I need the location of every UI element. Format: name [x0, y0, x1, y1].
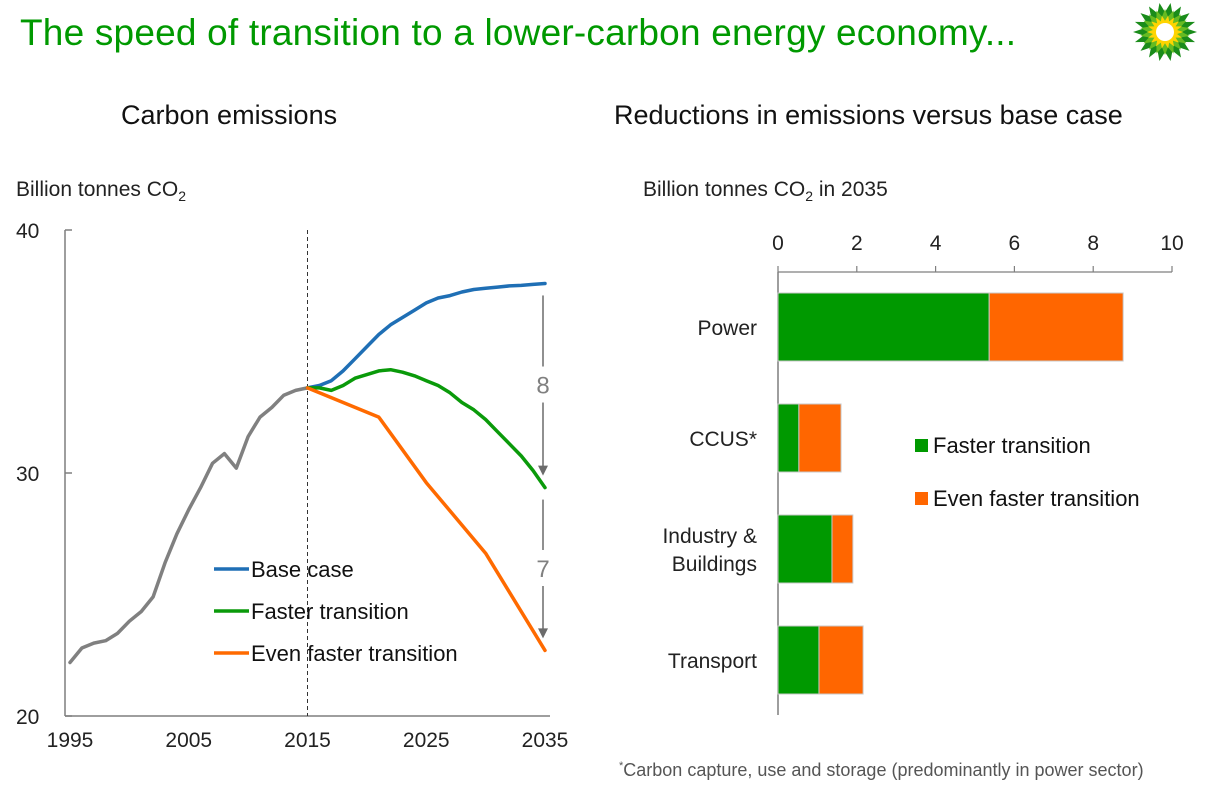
even-faster-transition-line — [305, 386, 547, 653]
bar-faster — [777, 292, 990, 362]
gap-label: 7 — [536, 556, 549, 583]
base-case-line — [305, 281, 547, 390]
bar-chart-title: Reductions in emissions versus base case — [614, 100, 1123, 130]
x-tick-label: 0 — [772, 232, 784, 255]
gap-label: 8 — [536, 373, 549, 400]
legend-label: Even faster transition — [933, 486, 1140, 511]
category-label: Buildings — [672, 553, 757, 576]
line-chart-title: Carbon emissions — [121, 100, 338, 130]
gap-arrow-head — [538, 628, 548, 639]
bar-faster — [777, 514, 833, 584]
legend-label: Faster transition — [251, 599, 409, 624]
unit-subscript: 2 — [178, 188, 187, 205]
footnote: *Carbon capture, use and storage (predom… — [619, 760, 1144, 781]
bar-even-faster — [798, 403, 842, 473]
x-tick-label: 2025 — [403, 729, 450, 752]
legend-swatch — [915, 439, 928, 452]
line-chart-unit: Billion tonnes CO2 — [16, 178, 186, 204]
x-tick-label: 6 — [1009, 232, 1021, 255]
y-tick-label: 20 — [16, 706, 39, 729]
x-tick-label: 2015 — [284, 729, 331, 752]
legend-swatch — [915, 492, 928, 505]
legend-label: Faster transition — [933, 433, 1091, 458]
faster-transition-line — [305, 367, 547, 490]
category-label: Transport — [668, 650, 757, 673]
x-tick-label: 4 — [930, 232, 942, 255]
unit-subscript: 2 — [805, 188, 814, 205]
bar-even-faster — [988, 292, 1124, 362]
category-label: Power — [697, 317, 757, 340]
history-line — [68, 386, 310, 665]
carbon-emissions-line-chart: 20 30 40 1995 2005 2015 2025 2035 8 7 Base case Fas… — [16, 220, 569, 752]
y-tick-label: 30 — [16, 463, 39, 486]
unit-text: Billion tonnes CO — [16, 178, 179, 201]
bar-faster — [777, 625, 820, 695]
unit-suffix: in 2035 — [813, 178, 888, 201]
unit-text: Billion tonnes CO — [643, 178, 806, 201]
footnote-marker: * — [619, 760, 624, 772]
bp-logo-icon — [1133, 3, 1197, 61]
x-tick-label: 1995 — [47, 729, 94, 752]
bar-even-faster — [818, 625, 864, 695]
footnote-text: Carbon capture, use and storage (predomi… — [623, 760, 1144, 780]
emission-reductions-bar-chart: 0 2 4 6 8 10 Power CCUS* Industry & Buildings Tran… — [662, 232, 1184, 715]
bar-even-faster — [831, 514, 854, 584]
x-tick-label: 2035 — [522, 729, 569, 752]
x-tick-label: 8 — [1087, 232, 1099, 255]
x-tick-label: 2 — [851, 232, 863, 255]
legend-label: Base case — [251, 557, 354, 582]
logo-center — [1156, 23, 1174, 41]
bar-chart-unit: Billion tonnes CO2 in 2035 — [643, 178, 888, 204]
bar-faster — [777, 403, 800, 473]
category-label: CCUS* — [689, 428, 757, 451]
gap-arrow-head — [538, 465, 548, 476]
category-label: Industry & — [662, 525, 757, 548]
page-title: The speed of transition to a lower-carbo… — [20, 12, 1017, 53]
legend-label: Even faster transition — [251, 641, 458, 666]
x-tick-label: 2005 — [165, 729, 212, 752]
x-tick-label: 10 — [1160, 232, 1183, 255]
y-tick-label: 40 — [16, 220, 39, 243]
